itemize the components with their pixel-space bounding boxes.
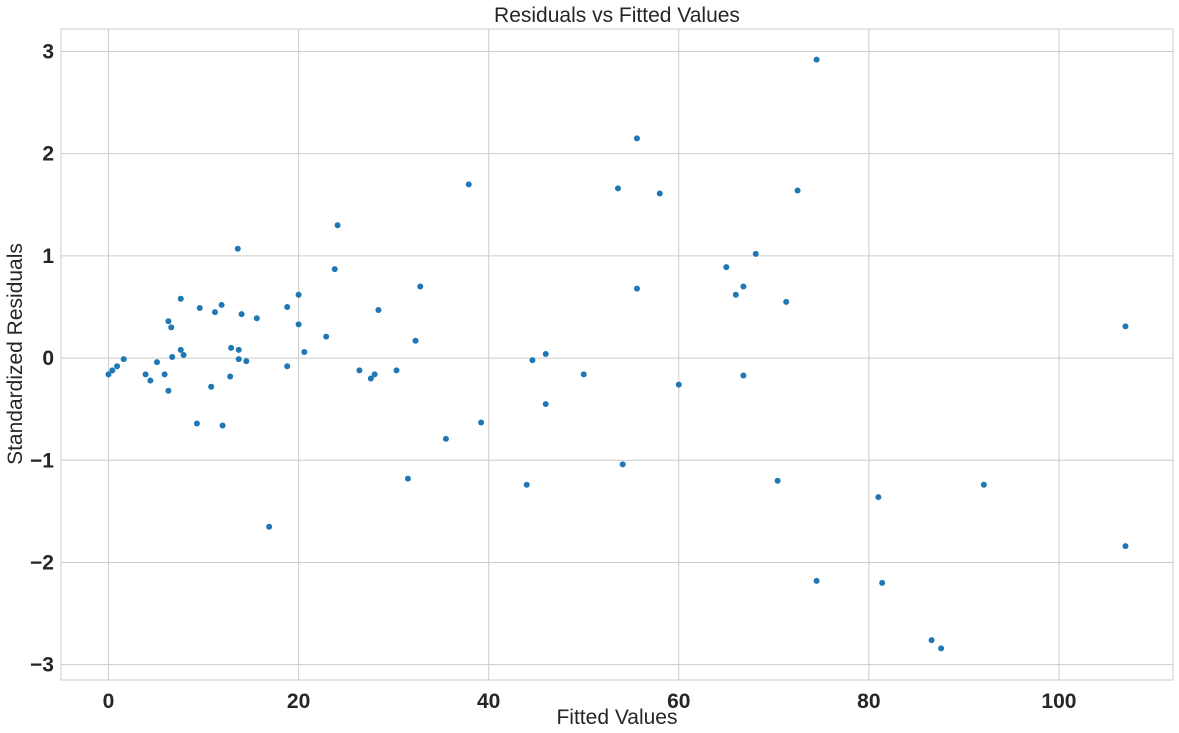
x-tick-label: 80 bbox=[857, 690, 880, 713]
data-point bbox=[656, 190, 663, 197]
data-point bbox=[633, 285, 640, 292]
data-point bbox=[235, 356, 242, 363]
y-tick-label: −3 bbox=[30, 654, 54, 677]
data-point bbox=[774, 477, 781, 484]
data-point bbox=[253, 315, 260, 322]
y-tick-label: 2 bbox=[42, 143, 54, 166]
data-point bbox=[928, 637, 935, 644]
data-point bbox=[752, 250, 759, 257]
data-point bbox=[732, 291, 739, 298]
data-point bbox=[105, 371, 112, 378]
data-point bbox=[114, 363, 121, 370]
data-point bbox=[301, 348, 308, 355]
data-point bbox=[875, 494, 882, 501]
data-point bbox=[723, 264, 730, 271]
y-tick-label: −1 bbox=[30, 449, 54, 472]
data-point bbox=[168, 324, 175, 331]
data-point bbox=[147, 377, 154, 384]
x-axis-label: Fitted Values bbox=[556, 706, 677, 729]
data-point bbox=[331, 266, 338, 273]
data-point bbox=[208, 383, 215, 390]
data-point bbox=[633, 135, 640, 142]
data-point bbox=[980, 481, 987, 488]
x-tick-label: 100 bbox=[1041, 690, 1076, 713]
data-point bbox=[375, 307, 382, 314]
data-point bbox=[879, 579, 886, 586]
grid bbox=[61, 29, 1173, 680]
x-tick-label: 0 bbox=[103, 690, 115, 713]
x-tick-label: 60 bbox=[667, 690, 690, 713]
data-point bbox=[367, 375, 374, 382]
data-point bbox=[211, 309, 218, 316]
data-point bbox=[813, 56, 820, 63]
data-point bbox=[334, 222, 341, 229]
x-tick-label: 40 bbox=[477, 690, 500, 713]
data-point bbox=[238, 311, 245, 318]
data-point bbox=[740, 372, 747, 379]
data-point bbox=[120, 356, 127, 363]
data-point bbox=[529, 357, 536, 364]
data-points bbox=[105, 56, 1129, 652]
data-point bbox=[813, 577, 820, 584]
x-tick-labels: 0 20 40 60 80 100 bbox=[103, 690, 1077, 713]
data-point bbox=[465, 181, 472, 188]
data-point bbox=[393, 367, 400, 374]
data-point bbox=[740, 283, 747, 290]
data-point bbox=[614, 185, 621, 192]
data-point bbox=[218, 301, 225, 308]
y-axis-label: Standardized Residuals bbox=[4, 243, 27, 465]
x-tick-label: 20 bbox=[287, 690, 310, 713]
data-point bbox=[234, 245, 241, 252]
data-point bbox=[284, 303, 291, 310]
data-point bbox=[295, 321, 302, 328]
data-point bbox=[938, 645, 945, 652]
data-point bbox=[442, 435, 449, 442]
data-point bbox=[417, 283, 424, 290]
data-point bbox=[675, 381, 682, 388]
data-point bbox=[284, 363, 291, 370]
data-point bbox=[266, 523, 273, 530]
data-point bbox=[412, 337, 419, 344]
plot-frame bbox=[60, 28, 1174, 681]
data-point bbox=[1122, 543, 1129, 550]
data-point bbox=[371, 371, 378, 378]
data-point bbox=[227, 373, 234, 380]
data-point bbox=[109, 367, 116, 374]
data-point bbox=[193, 420, 200, 427]
data-point bbox=[619, 461, 626, 468]
data-point bbox=[196, 305, 203, 311]
data-point bbox=[404, 475, 411, 482]
y-tick-label: 1 bbox=[42, 245, 54, 268]
data-point bbox=[580, 371, 587, 378]
y-tick-label: −2 bbox=[30, 551, 54, 574]
data-point bbox=[228, 344, 235, 351]
y-tick-label: 3 bbox=[42, 40, 54, 63]
data-point bbox=[356, 367, 363, 374]
data-point bbox=[177, 346, 184, 353]
data-point bbox=[523, 481, 530, 488]
data-point bbox=[783, 298, 790, 305]
data-point bbox=[1122, 323, 1129, 330]
data-point bbox=[169, 354, 176, 361]
data-point bbox=[295, 291, 302, 298]
data-point bbox=[153, 359, 160, 366]
chart-title: Residuals vs Fitted Values bbox=[494, 4, 740, 27]
data-point bbox=[161, 371, 168, 378]
data-point bbox=[235, 346, 242, 353]
data-point bbox=[142, 371, 149, 378]
data-point bbox=[219, 422, 226, 429]
data-point bbox=[542, 350, 549, 357]
data-point bbox=[180, 352, 187, 359]
data-point bbox=[478, 419, 485, 426]
data-point bbox=[177, 295, 184, 302]
y-tick-labels: 3 2 1 0 −1 −2 −3 bbox=[30, 40, 54, 676]
data-point bbox=[542, 401, 549, 408]
data-point bbox=[323, 333, 330, 340]
data-point bbox=[165, 387, 172, 394]
y-tick-label: 0 bbox=[42, 347, 54, 370]
data-point bbox=[243, 358, 250, 365]
data-point bbox=[165, 318, 172, 325]
data-point bbox=[794, 187, 801, 194]
